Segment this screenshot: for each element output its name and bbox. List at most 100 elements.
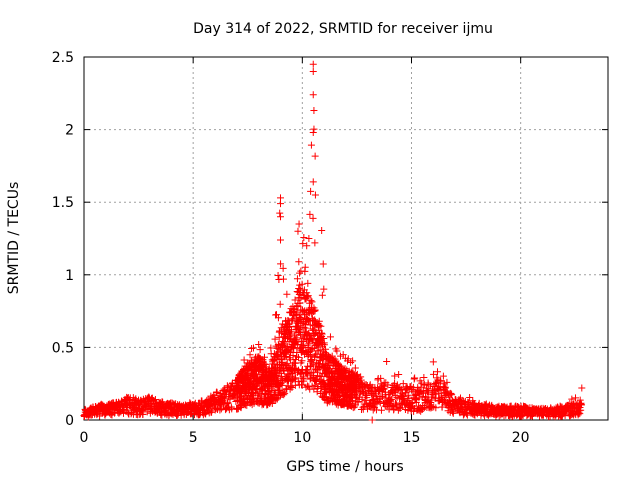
- data-point: [399, 380, 407, 388]
- data-point: [319, 260, 327, 268]
- data-points: [80, 60, 586, 424]
- data-point: [387, 395, 395, 403]
- data-point: [315, 321, 323, 329]
- data-point: [303, 315, 311, 323]
- data-point: [279, 275, 287, 283]
- data-point: [419, 404, 427, 412]
- data-point: [320, 334, 328, 342]
- data-point: [391, 372, 399, 380]
- data-point: [300, 342, 308, 350]
- data-point: [307, 297, 315, 305]
- data-point: [281, 389, 289, 397]
- data-point: [298, 319, 306, 327]
- y-axis-label: SRMTID / TECUs: [6, 182, 22, 295]
- data-point: [311, 239, 319, 247]
- data-point: [211, 394, 219, 402]
- data-point: [283, 359, 291, 367]
- data-point: [296, 299, 304, 307]
- data-point: [308, 298, 316, 306]
- data-point: [294, 303, 302, 311]
- data-point: [298, 381, 306, 389]
- data-point: [280, 391, 288, 399]
- y-tick-label: 0.5: [52, 340, 74, 356]
- data-point: [298, 280, 306, 288]
- x-tick-label: 20: [512, 430, 530, 446]
- data-point: [257, 392, 265, 400]
- grid-lines: [84, 57, 608, 420]
- data-point: [432, 404, 440, 412]
- data-point: [443, 378, 451, 386]
- data-point: [305, 339, 313, 347]
- data-point: [309, 129, 317, 137]
- data-point: [344, 355, 352, 363]
- data-point: [416, 388, 424, 396]
- data-point: [304, 292, 312, 300]
- data-point: [309, 178, 317, 186]
- data-point: [287, 382, 295, 390]
- data-point: [410, 407, 418, 415]
- data-point: [283, 290, 291, 298]
- data-point: [297, 330, 305, 338]
- x-tick-label: 15: [403, 430, 421, 446]
- data-point: [277, 200, 284, 208]
- data-point: [398, 385, 406, 393]
- data-point: [295, 353, 303, 361]
- data-point: [448, 391, 456, 399]
- data-point: [256, 346, 264, 354]
- data-point: [405, 394, 413, 402]
- data-point: [271, 335, 279, 343]
- data-point: [349, 357, 357, 365]
- data-point: [139, 406, 147, 414]
- data-point: [348, 368, 356, 376]
- data-point: [308, 337, 316, 345]
- data-point: [303, 242, 311, 250]
- data-point: [368, 396, 376, 404]
- data-point: [443, 387, 451, 395]
- data-point: [320, 285, 328, 293]
- data-point: [304, 341, 312, 349]
- y-tick-label: 2: [65, 123, 74, 139]
- data-point: [577, 406, 585, 414]
- data-point: [429, 358, 437, 366]
- data-point: [248, 345, 256, 353]
- data-point: [289, 352, 297, 360]
- data-point: [377, 406, 385, 414]
- data-point: [274, 272, 282, 280]
- data-point: [310, 107, 318, 115]
- data-point: [294, 378, 302, 386]
- data-point: [305, 235, 313, 242]
- data-point: [427, 396, 435, 404]
- data-point: [291, 381, 299, 389]
- y-tick-label: 0: [65, 413, 74, 429]
- data-point: [309, 60, 317, 68]
- data-point: [351, 364, 359, 372]
- data-point: [576, 410, 584, 418]
- data-point: [439, 396, 447, 404]
- data-point: [299, 240, 307, 248]
- data-point: [273, 395, 281, 403]
- data-point: [384, 381, 392, 389]
- data-point: [312, 328, 320, 336]
- data-point: [334, 376, 342, 384]
- data-point: [293, 275, 301, 283]
- data-point: [439, 372, 447, 380]
- data-point: [290, 345, 298, 353]
- data-point: [282, 352, 290, 360]
- data-point: [578, 401, 586, 409]
- data-point: [311, 306, 319, 314]
- x-tick-label: 5: [189, 430, 198, 446]
- data-point: [307, 141, 315, 149]
- data-point: [128, 409, 136, 417]
- data-point: [288, 376, 296, 384]
- data-point: [306, 363, 314, 371]
- data-point: [279, 264, 287, 272]
- data-point: [298, 357, 306, 365]
- data-point: [302, 383, 310, 391]
- data-point: [310, 125, 318, 133]
- data-point: [306, 210, 314, 218]
- data-point: [224, 399, 232, 407]
- data-point: [311, 152, 319, 160]
- data-point: [422, 384, 430, 392]
- data-point: [415, 402, 423, 410]
